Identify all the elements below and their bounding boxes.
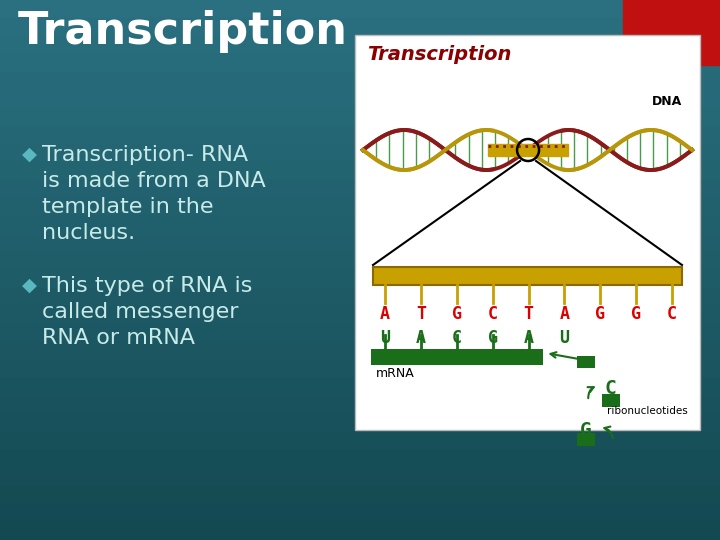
Bar [623, 0, 720, 65]
Bar [0, 54, 720, 72]
Bar [0, 144, 720, 162]
Text: called messenger: called messenger [42, 302, 238, 322]
Bar [0, 342, 720, 360]
Text: A: A [523, 329, 534, 347]
Text: ribonucleotides: ribonucleotides [607, 406, 688, 416]
Text: C: C [487, 305, 498, 323]
Text: G: G [631, 305, 641, 323]
Bar [0, 180, 720, 198]
Bar [0, 486, 720, 504]
Bar [488, 144, 567, 156]
Bar [0, 198, 720, 216]
Bar [0, 36, 720, 54]
Text: U: U [380, 329, 390, 347]
Bar [0, 378, 720, 396]
Text: G: G [451, 305, 462, 323]
Text: is made from a DNA: is made from a DNA [42, 171, 266, 191]
Text: C: C [451, 329, 462, 347]
Text: template in the: template in the [42, 197, 214, 217]
Text: DNA: DNA [652, 95, 682, 108]
Text: G: G [487, 329, 498, 347]
Bar [0, 270, 720, 288]
Bar [0, 18, 720, 36]
Bar [0, 126, 720, 144]
Text: U: U [559, 329, 570, 347]
Bar [0, 432, 720, 450]
Bar [577, 433, 595, 446]
Text: A: A [380, 305, 390, 323]
Bar [371, 349, 542, 365]
Bar [355, 35, 700, 430]
Bar [0, 396, 720, 414]
Text: ◆: ◆ [22, 276, 37, 295]
Bar [0, 90, 720, 108]
Bar [0, 360, 720, 378]
Bar [0, 162, 720, 180]
Text: T: T [523, 305, 534, 323]
Text: C: C [605, 379, 616, 398]
Text: mRNA: mRNA [376, 367, 415, 380]
Bar [0, 522, 720, 540]
Bar [0, 306, 720, 324]
Bar [603, 394, 621, 407]
Bar [0, 216, 720, 234]
Text: Transcription- RNA: Transcription- RNA [42, 145, 248, 165]
Bar [373, 267, 682, 285]
Text: C: C [667, 305, 677, 323]
Bar [0, 108, 720, 126]
Bar [577, 356, 595, 368]
Bar [0, 288, 720, 306]
Bar [0, 414, 720, 432]
Text: RNA or mRNA: RNA or mRNA [42, 328, 195, 348]
Text: G: G [595, 305, 606, 323]
Text: nucleus.: nucleus. [42, 223, 135, 243]
Bar [0, 234, 720, 252]
Text: T: T [416, 305, 426, 323]
Bar [0, 504, 720, 522]
Text: Transcription: Transcription [18, 10, 348, 53]
Bar [0, 324, 720, 342]
Bar [0, 0, 720, 18]
Text: A: A [559, 305, 570, 323]
Text: ◆: ◆ [22, 145, 37, 164]
Bar [0, 72, 720, 90]
Bar [0, 252, 720, 270]
Bar [0, 450, 720, 468]
Bar [0, 468, 720, 486]
Text: A: A [416, 329, 426, 347]
Text: This type of RNA is: This type of RNA is [42, 276, 253, 296]
Text: Transcription: Transcription [367, 45, 511, 64]
Text: G: G [580, 421, 591, 440]
